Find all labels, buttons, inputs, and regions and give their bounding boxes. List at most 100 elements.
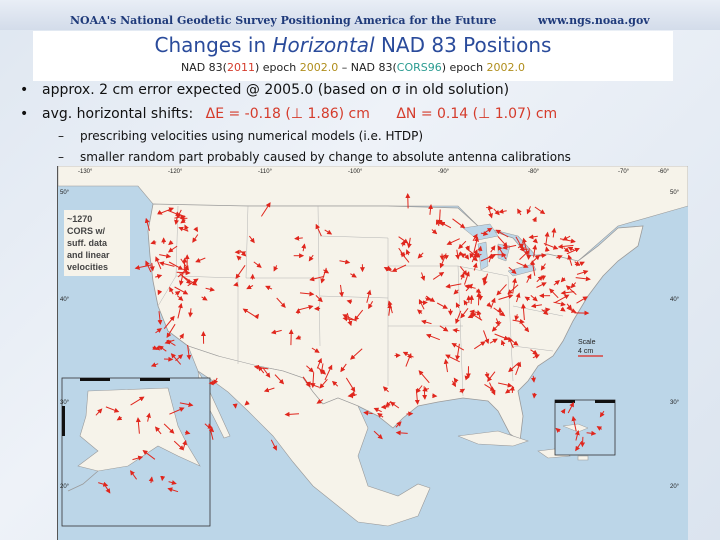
shift-vector [324,364,333,381]
shift-vector [368,301,374,310]
shift-vector [253,364,269,370]
slide-title: Changes in Horizontal NAD 83 Positions [154,33,552,57]
shift-vector [319,363,325,375]
shift-vector [452,327,460,333]
shift-vector [346,299,353,305]
shift-vector [345,377,356,393]
shift-vector [350,348,363,360]
shift-vector [159,261,175,267]
shift-vector [391,264,407,272]
shift-vector [157,311,163,325]
shift-vector [132,455,144,461]
shift-vector [530,260,536,276]
shift-vector [567,401,574,414]
shift-vector [532,354,540,359]
shift-vector [458,240,467,250]
shift-vector [580,436,586,448]
shift-vector [476,310,482,321]
scale-label: Scale [578,339,596,346]
shift-vector [504,386,515,394]
shift-vector [177,295,184,301]
map-svg: ~1270 CORS w/ suff. data and linear velo… [58,166,688,540]
shift-vector [516,261,529,268]
shift-vector [566,303,573,310]
shift-vector [555,427,561,434]
alaska-inset [61,377,211,527]
cuba-land [457,430,529,447]
shift-vector [155,274,163,279]
shift-vector [562,235,571,241]
shift-vector [295,308,301,315]
shift-vector [232,403,238,409]
shift-vector [182,257,188,271]
shift-vector [544,231,550,246]
sub-bullet-antenna: – smaller random part probably caused by … [58,150,571,164]
shift-vector [159,253,172,259]
shift-vector [150,239,157,245]
shift-vector [468,294,474,304]
shift-vector [262,367,271,378]
shift-vector [487,206,493,219]
slide-subtitle: NAD 83(2011) epoch 2002.0 – NAD 83(CORS9… [180,61,526,74]
shift-vector [150,362,159,367]
shift-vector [179,333,184,340]
ngs-url[interactable]: www.ngs.noaa.gov [538,14,650,27]
legend-line: CORS w/ [67,226,106,236]
shift-vector [406,237,412,249]
lon-label: -110° [258,169,273,175]
shift-vector [455,343,461,361]
shift-vector [465,245,470,252]
shift-vector [98,481,109,487]
shift-vector [494,333,510,341]
shift-vector [532,216,537,223]
shift-vector [265,285,273,291]
shift-vector [167,487,179,493]
shift-vector [471,255,478,262]
shift-vector [536,275,544,283]
shift-vector [556,254,563,260]
shift-vector [239,249,247,257]
shift-vector [451,343,465,351]
shift-vector [541,309,549,316]
shift-vector [174,290,181,296]
shift-vector [460,253,467,259]
shift-vector [428,204,434,215]
shift-vector [540,263,546,271]
shift-vector [323,268,330,274]
cors-shift-map: ~1270 CORS w/ suff. data and linear velo… [57,166,688,540]
shift-vector [522,237,528,254]
shift-vector [574,430,580,441]
shift-vector [248,235,255,244]
shift-vector [294,235,303,241]
shift-vector [507,337,519,346]
shift-vector [549,288,559,299]
shift-vector [309,275,325,282]
shift-vector [443,358,449,373]
shift-vector [508,266,517,275]
shift-vectors [95,193,605,494]
shift-vector [177,302,183,319]
shift-vector [284,411,300,417]
shift-vector [163,315,175,330]
shift-vector [324,229,333,235]
shift-vector [144,217,150,231]
shift-vector [532,392,538,399]
shift-vector [260,202,271,217]
shift-vector [500,339,506,347]
shift-vector [544,246,550,252]
shift-vector [363,410,373,416]
lat-label: 30° [670,400,680,406]
shift-vector [116,415,123,421]
shift-vector [205,286,215,292]
shift-vector [576,296,588,304]
shift-vector [157,209,163,215]
shift-vector [557,244,574,249]
shift-vector [489,338,498,344]
shift-vector [276,297,286,308]
shift-vector [253,261,262,268]
shift-vector [480,231,489,236]
shift-vector [244,400,250,406]
shift-vector [315,295,323,303]
shift-vector [486,302,492,308]
shift-vector [389,401,400,409]
